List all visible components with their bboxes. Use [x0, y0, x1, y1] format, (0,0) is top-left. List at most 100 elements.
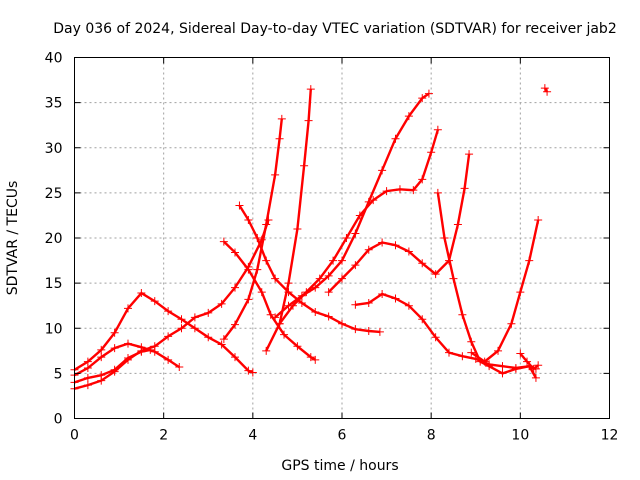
data-point [498, 369, 507, 378]
data-point [257, 288, 266, 297]
data-point [304, 116, 313, 125]
data-point [404, 247, 413, 256]
y-tick-label: 10 [45, 321, 63, 337]
data-point [329, 256, 338, 265]
series-line [327, 153, 471, 293]
grid [74, 57, 610, 419]
series-arc-1 [70, 289, 257, 377]
series-layer [70, 84, 552, 393]
data-point [244, 215, 253, 224]
data-point [382, 187, 391, 196]
data-point [523, 357, 532, 366]
data-point [324, 288, 333, 297]
x-tick-label: 8 [427, 428, 436, 444]
data-point [190, 313, 199, 322]
data-point [248, 368, 257, 377]
data-point [137, 347, 146, 356]
data-point [460, 184, 469, 193]
data-point [244, 295, 253, 304]
data-point [204, 333, 213, 342]
data-point [300, 161, 309, 170]
data-point [217, 340, 226, 349]
data-point [164, 355, 173, 364]
data-point [150, 297, 159, 306]
data-point [498, 362, 507, 371]
data-point [525, 256, 534, 265]
data-point [311, 308, 320, 317]
data-point [364, 298, 373, 307]
data-point [364, 245, 373, 254]
series-arc-7 [219, 237, 320, 364]
y-tick-label: 30 [45, 141, 63, 157]
data-point [275, 319, 284, 328]
data-point [431, 270, 440, 279]
data-point [424, 89, 433, 98]
data-point [253, 234, 262, 242]
data-point [507, 319, 516, 328]
data-point [391, 241, 400, 250]
data-point [271, 313, 280, 322]
data-point [146, 345, 155, 354]
data-point [364, 326, 373, 335]
x-tick-label: 4 [248, 428, 257, 444]
data-point [262, 220, 271, 229]
data-point [177, 315, 186, 324]
data-point [440, 234, 449, 242]
series-line [74, 219, 270, 390]
data-point [175, 363, 184, 372]
series-arc-14 [467, 215, 543, 366]
data-point [137, 289, 146, 298]
data-point [315, 274, 324, 283]
data-point [164, 332, 173, 341]
series-arc-3 [70, 215, 273, 393]
data-point [284, 279, 293, 288]
data-point [516, 349, 525, 358]
data-point [418, 259, 427, 268]
data-point [262, 256, 271, 265]
series-line [519, 352, 539, 371]
x-tick-label: 2 [159, 428, 168, 444]
data-point [355, 211, 364, 220]
data-point [231, 248, 239, 257]
data-point [418, 94, 427, 103]
data-point [480, 357, 489, 366]
y-tick-label: 40 [45, 51, 63, 67]
data-point [467, 337, 476, 346]
data-point [324, 312, 333, 321]
data-point [293, 224, 302, 233]
data-point [219, 237, 228, 246]
series-arc-15 [516, 349, 543, 373]
series-arc-16 [540, 84, 552, 96]
data-point [97, 371, 106, 380]
series-line [274, 92, 430, 319]
data-point [342, 234, 351, 242]
series-arc-9 [271, 89, 433, 322]
data-point [445, 348, 453, 357]
data-point [231, 320, 239, 329]
data-point [297, 298, 306, 307]
data-point [543, 87, 552, 96]
data-point [288, 301, 297, 310]
data-point [534, 215, 543, 224]
x-tick-label: 6 [338, 428, 347, 444]
series-arc-11 [324, 150, 474, 297]
y-tick-label: 15 [45, 276, 63, 292]
y-tick-label: 0 [54, 412, 63, 428]
ticks: 0 2 4 6 8 10 12 0 5 10 15 20 25 30 35 40 [45, 51, 619, 444]
data-point [244, 366, 253, 375]
data-point [375, 327, 384, 336]
series-arc-13 [433, 188, 540, 382]
data-point [338, 274, 346, 283]
data-point [485, 362, 494, 371]
data-point [262, 346, 271, 355]
data-point [516, 288, 525, 297]
data-point [97, 353, 106, 362]
data-point [391, 294, 400, 303]
data-point [124, 339, 132, 348]
data-point [204, 308, 213, 317]
data-point [284, 288, 293, 297]
data-point [409, 186, 418, 195]
data-point [351, 261, 360, 270]
y-tick-label: 5 [54, 366, 63, 382]
